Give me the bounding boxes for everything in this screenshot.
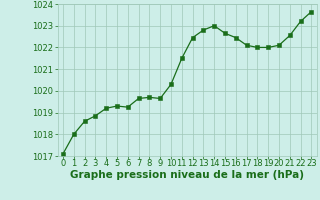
- X-axis label: Graphe pression niveau de la mer (hPa): Graphe pression niveau de la mer (hPa): [70, 170, 304, 180]
